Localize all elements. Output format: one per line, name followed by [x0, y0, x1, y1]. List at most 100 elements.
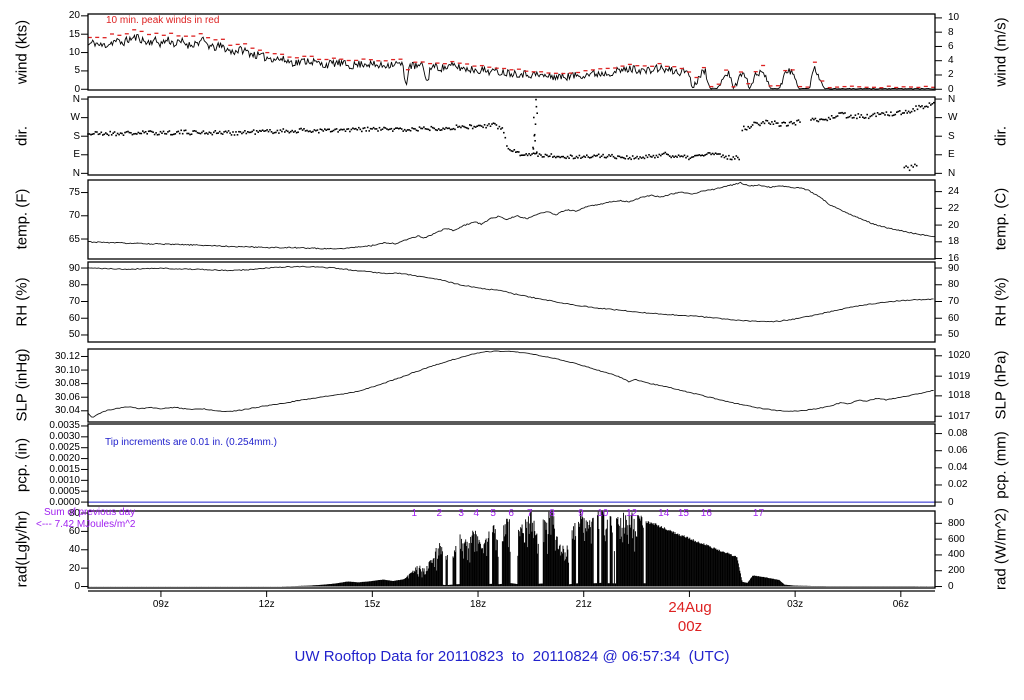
- dir-dot: [692, 156, 695, 158]
- dir-dot: [701, 154, 704, 156]
- dir-dot: [584, 156, 587, 158]
- rad-event-label-15: 15: [677, 508, 689, 519]
- dir-dot: [119, 132, 122, 134]
- dir-dot: [553, 155, 556, 158]
- temp-ytick-left-75: 75: [68, 187, 80, 199]
- dir-dot: [841, 111, 843, 114]
- dir-dot: [534, 123, 537, 125]
- dir-dot: [378, 126, 381, 129]
- dir-dot: [171, 133, 174, 136]
- dir-dot: [691, 156, 693, 158]
- slp-ytick-left-30.12: 30.12: [54, 350, 80, 362]
- dir-dot: [626, 155, 628, 157]
- dir-dot: [857, 113, 860, 115]
- dir-dot: [254, 133, 256, 135]
- dir-dot: [91, 133, 94, 135]
- dir-dot: [196, 131, 199, 134]
- dir-dot: [673, 156, 675, 158]
- dir-dot: [680, 155, 683, 157]
- dir-ytick-right-N: N: [948, 93, 956, 105]
- dir-dot: [648, 154, 650, 156]
- temp-ytick-right-16: 16: [948, 253, 960, 265]
- dir-dot: [241, 132, 243, 135]
- dir-dot: [208, 131, 211, 134]
- dir-dot: [112, 132, 114, 134]
- panel-frame-wind: [87, 13, 936, 91]
- dir-dot: [355, 127, 357, 130]
- dir-dot: [844, 112, 846, 114]
- dir-dot: [839, 112, 842, 114]
- dir-dot: [532, 148, 535, 150]
- dir-dot: [168, 130, 171, 132]
- dir-dot: [272, 132, 274, 135]
- dir-dot: [536, 112, 538, 114]
- dir-dot: [731, 158, 733, 161]
- dir-dot: [677, 154, 680, 156]
- dir-dot: [122, 134, 125, 136]
- dir-dot: [372, 126, 375, 129]
- dir-dot: [369, 127, 372, 130]
- dir-dot: [94, 131, 97, 133]
- dir-dot: [488, 123, 490, 125]
- dir-dot: [279, 129, 282, 131]
- slp-ytick-right-1020: 1020: [948, 350, 971, 362]
- pcp-ytick-left-0.0000: 0.0000: [49, 496, 80, 508]
- dir-dot: [688, 158, 690, 161]
- rad-event-label-4: 4: [473, 508, 480, 519]
- dir-dot: [393, 128, 396, 130]
- dir-dot: [543, 156, 545, 158]
- dir-dot: [384, 127, 387, 129]
- dir-dot: [202, 130, 205, 132]
- dir-dot: [97, 133, 100, 136]
- dir-dot: [571, 155, 573, 157]
- dir-dot: [550, 153, 553, 155]
- dir-dot: [614, 157, 616, 159]
- dir-dot: [507, 147, 510, 150]
- dir-dot: [754, 121, 757, 124]
- dir-dot: [639, 156, 641, 158]
- dir-dot: [657, 156, 659, 158]
- dir-dot: [536, 151, 538, 153]
- dir-dot: [309, 130, 311, 132]
- dir-dot: [627, 158, 630, 160]
- dir-dot: [424, 128, 427, 130]
- dir-dot: [927, 106, 929, 108]
- pcp-ytick-left-0.0025: 0.0025: [49, 442, 80, 454]
- pcp-ytick-left-0.0015: 0.0015: [49, 463, 80, 475]
- dir-dot: [273, 131, 276, 134]
- dir-dot: [565, 157, 567, 160]
- x-tick-label-03z: 03z: [787, 599, 804, 610]
- slp-ytick-left-30.08: 30.08: [54, 378, 80, 390]
- dir-dot: [533, 134, 536, 137]
- dir-dot: [515, 151, 517, 153]
- wind-ytick-right-6: 6: [948, 40, 954, 52]
- dir-dot: [437, 128, 440, 130]
- dir-dot: [879, 113, 882, 115]
- dir-dot: [260, 130, 262, 132]
- dir-dot: [634, 157, 637, 159]
- dir-dot: [603, 156, 606, 159]
- dir-dot: [833, 117, 836, 119]
- dir-dot: [753, 121, 755, 124]
- dir-dot: [232, 131, 234, 133]
- dir-dot: [933, 101, 935, 104]
- dir-dot: [537, 155, 539, 157]
- dir-dot: [238, 130, 240, 133]
- dir-dot: [377, 130, 379, 132]
- dir-dot: [353, 128, 356, 130]
- dir-dot: [534, 140, 536, 142]
- rad-ytick-right-0: 0: [948, 581, 954, 593]
- dir-dot: [313, 129, 316, 131]
- dir-dot: [714, 152, 717, 154]
- dir-dot: [931, 103, 934, 105]
- dir-dot: [189, 133, 191, 136]
- dir-dot: [777, 122, 779, 124]
- y-axis-title-slp-hpa: SLP (hPa): [992, 350, 1010, 420]
- dir-dot: [772, 123, 775, 125]
- dir-dot: [294, 130, 296, 132]
- dir-dot: [850, 114, 852, 117]
- dir-dot: [217, 132, 219, 134]
- rad-event-label-7: 7: [527, 508, 533, 519]
- dir-dot: [133, 133, 135, 135]
- dir-dot: [326, 128, 329, 131]
